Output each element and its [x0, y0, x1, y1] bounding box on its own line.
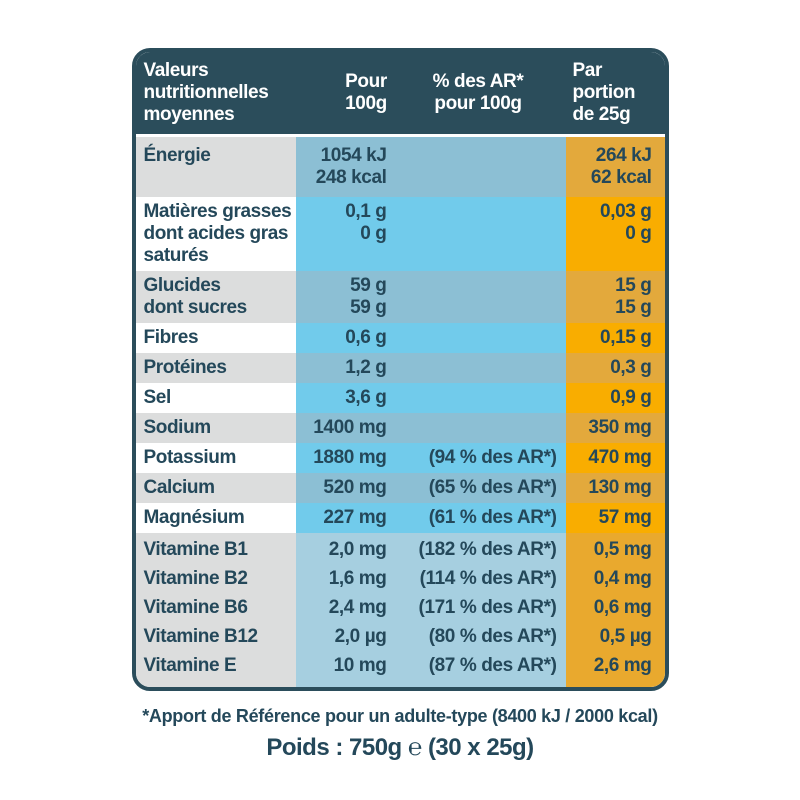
table-row: Vitamine E 10 mg (87 % des AR*) 2,6 mg	[135, 652, 665, 687]
value-per-portion: 350 mg	[565, 413, 665, 443]
nutrient-name: Vitamine B1	[135, 533, 296, 565]
value-percent-ar	[390, 271, 566, 323]
value-per-100g: 0,1 g 0 g	[295, 197, 391, 271]
value-per-portion: 15 g 15 g	[565, 271, 665, 323]
table-row: Potassium 1880 mg (94 % des AR*) 470 mg	[135, 443, 665, 473]
nutrient-name: Sodium	[135, 413, 296, 443]
value-per-portion: 0,5 mg	[565, 533, 665, 565]
nutrient-name: Potassium	[135, 443, 296, 473]
value-percent-ar: (182 % des AR*)	[390, 533, 566, 565]
table-row: Vitamine B6 2,4 mg (171 % des AR*) 0,6 m…	[135, 594, 665, 623]
value-per-100g: 1054 kJ 248 kcal	[295, 137, 391, 197]
value-percent-ar	[390, 353, 566, 383]
value-per-portion: 57 mg	[565, 503, 665, 533]
value-per-100g: 10 mg	[295, 652, 391, 687]
table-row: Vitamine B2 1,6 mg (114 % des AR*) 0,4 m…	[135, 565, 665, 594]
table-row: Calcium 520 mg (65 % des AR*) 130 mg	[135, 473, 665, 503]
value-per-portion: 264 kJ 62 kcal	[565, 137, 665, 197]
value-per-100g: 2,0 mg	[295, 533, 391, 565]
value-per-portion: 0,9 g	[565, 383, 665, 413]
nutrition-table: Valeurs nutritionnelles moyennes Pour 10…	[131, 48, 669, 691]
value-per-portion: 0,5 µg	[565, 623, 665, 652]
table-row: Protéines 1,2 g 0,3 g	[135, 353, 665, 383]
nutrient-name: Sel	[135, 383, 296, 413]
value-per-portion: 130 mg	[565, 473, 665, 503]
value-percent-ar	[390, 137, 566, 197]
value-percent-ar: (80 % des AR*)	[390, 623, 566, 652]
nutrient-name: Vitamine E	[135, 652, 296, 687]
table-row: Matières grasses dont acides gras saturé…	[135, 197, 665, 271]
nutrient-name: Vitamine B2	[135, 565, 296, 594]
nutrient-name: Énergie	[135, 137, 296, 197]
table-body: Énergie 1054 kJ 248 kcal 264 kJ 62 kcal …	[135, 137, 665, 687]
table-header-row: Valeurs nutritionnelles moyennes Pour 10…	[135, 52, 665, 137]
table-row: Fibres 0,6 g 0,15 g	[135, 323, 665, 353]
value-per-100g: 227 mg	[295, 503, 391, 533]
reference-footnote: *Apport de Référence pour un adulte-type…	[142, 706, 658, 726]
nutrient-name: Calcium	[135, 473, 296, 503]
value-per-portion: 470 mg	[565, 443, 665, 473]
value-percent-ar: (61 % des AR*)	[390, 503, 566, 533]
header-col-per-portion: Par portion de 25g	[572, 60, 636, 125]
value-per-100g: 2,4 mg	[295, 594, 391, 623]
nutrient-name: Vitamine B6	[135, 594, 296, 623]
value-per-portion: 0,3 g	[565, 353, 665, 383]
value-percent-ar: (94 % des AR*)	[390, 443, 566, 473]
table-row: Vitamine B1 2,0 mg (182 % des AR*) 0,5 m…	[135, 533, 665, 565]
header-col-percent-ar: % des AR* pour 100g	[432, 71, 524, 114]
value-per-100g: 0,6 g	[295, 323, 391, 353]
value-percent-ar: (114 % des AR*)	[390, 565, 566, 594]
nutrient-name: Glucides dont sucres	[135, 271, 296, 323]
value-per-100g: 2,0 µg	[295, 623, 391, 652]
table-row: Vitamine B12 2,0 µg (80 % des AR*) 0,5 µ…	[135, 623, 665, 652]
table-row: Énergie 1054 kJ 248 kcal 264 kJ 62 kcal	[135, 137, 665, 197]
value-per-portion: 2,6 mg	[565, 652, 665, 687]
nutrient-name: Fibres	[135, 323, 296, 353]
nutrient-name: Matières grasses dont acides gras saturé…	[135, 197, 296, 271]
value-per-portion: 0,4 mg	[565, 565, 665, 594]
value-percent-ar	[390, 383, 566, 413]
value-percent-ar: (87 % des AR*)	[390, 652, 566, 687]
header-col-per-100g: Pour 100g	[345, 71, 387, 114]
value-per-portion: 0,6 mg	[565, 594, 665, 623]
value-per-100g: 1880 mg	[295, 443, 391, 473]
table-row: Sodium 1400 mg 350 mg	[135, 413, 665, 443]
value-percent-ar	[390, 323, 566, 353]
value-per-100g: 1,6 mg	[295, 565, 391, 594]
value-percent-ar	[390, 413, 566, 443]
value-per-100g: 1,2 g	[295, 353, 391, 383]
nutrient-name: Vitamine B12	[135, 623, 296, 652]
value-percent-ar: (65 % des AR*)	[390, 473, 566, 503]
value-percent-ar: (171 % des AR*)	[390, 594, 566, 623]
value-per-100g: 59 g 59 g	[295, 271, 391, 323]
value-per-portion: 0,15 g	[565, 323, 665, 353]
table-row: Magnésium 227 mg (61 % des AR*) 57 mg	[135, 503, 665, 533]
table-row: Sel 3,6 g 0,9 g	[135, 383, 665, 413]
nutrient-name: Magnésium	[135, 503, 296, 533]
value-per-portion: 0,03 g 0 g	[565, 197, 665, 271]
table-row: Glucides dont sucres 59 g 59 g 15 g 15 g	[135, 271, 665, 323]
value-percent-ar	[390, 197, 566, 271]
nutrient-name: Protéines	[135, 353, 296, 383]
value-per-100g: 1400 mg	[295, 413, 391, 443]
value-per-100g: 3,6 g	[295, 383, 391, 413]
header-col-nutrients: Valeurs nutritionnelles moyennes	[143, 60, 269, 125]
weight-line: Poids : 750g ℮ (30 x 25g)	[266, 734, 534, 761]
value-per-100g: 520 mg	[295, 473, 391, 503]
